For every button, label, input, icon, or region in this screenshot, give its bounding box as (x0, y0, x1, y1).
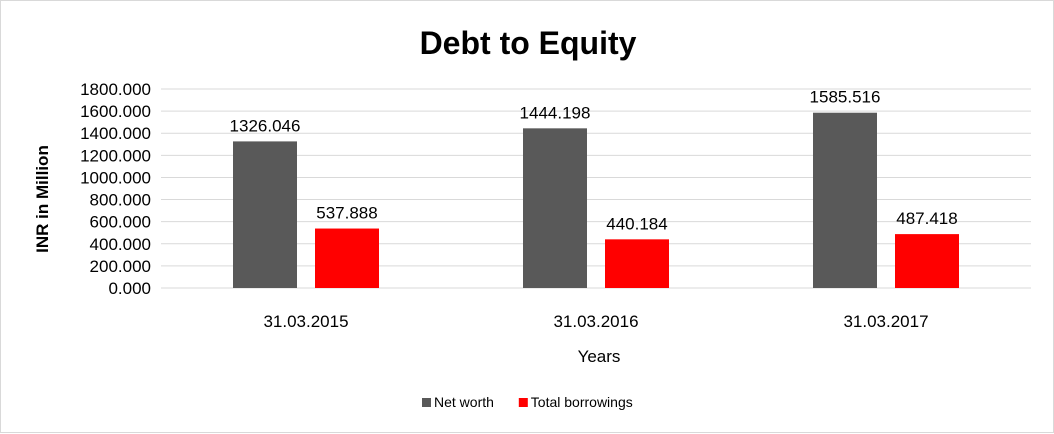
y-tick-label: 1400.000 (80, 124, 151, 143)
x-axis-ticks: 31.03.2015 31.03.2016 31.03.2017 (263, 312, 928, 331)
gridlines (161, 88, 1031, 289)
x-tick-label: 31.03.2015 (263, 312, 348, 331)
x-tick-label: 31.03.2017 (843, 312, 928, 331)
chart-title: Debt to Equity (420, 25, 637, 61)
data-label: 440.184 (606, 214, 667, 233)
legend-swatch (518, 398, 528, 407)
bar-total-borrowings (315, 228, 379, 288)
data-label: 1444.198 (520, 103, 591, 122)
y-axis-ticks: 0.000 200.000 400.000 600.000 800.000 1000.00… (80, 80, 151, 298)
data-label: 537.888 (316, 204, 377, 223)
legend: Net worth Total borrowings (422, 394, 633, 410)
y-tick-label: 600.000 (90, 213, 151, 232)
data-label: 1326.046 (230, 116, 301, 135)
x-axis-title: Years (578, 347, 621, 366)
legend-label: Net worth (434, 394, 494, 410)
legend-swatch (422, 398, 431, 407)
y-tick-label: 200.000 (90, 257, 151, 276)
data-labels: 1326.046 537.888 1444.198 440.184 1585.516 48… (230, 88, 958, 234)
bars (233, 112, 959, 288)
y-tick-label: 1800.000 (80, 80, 151, 99)
bar-net-worth (233, 141, 297, 288)
bar-total-borrowings (895, 234, 959, 288)
x-tick-label: 31.03.2016 (553, 312, 638, 331)
bar-net-worth (813, 112, 877, 288)
legend-item-total-borrowings: Total borrowings (518, 394, 633, 410)
legend-label: Total borrowings (531, 394, 633, 410)
bar-total-borrowings (605, 239, 669, 288)
y-tick-label: 0.000 (108, 279, 151, 298)
bar-net-worth (523, 128, 587, 288)
legend-item-net-worth: Net worth (422, 394, 494, 410)
y-tick-label: 400.000 (90, 235, 151, 254)
data-label: 487.418 (896, 209, 957, 228)
y-tick-label: 1200.000 (80, 146, 151, 165)
y-axis-title: INR in Million (33, 145, 52, 253)
y-tick-label: 800.000 (90, 191, 151, 210)
y-tick-label: 1000.000 (80, 168, 151, 187)
y-tick-label: 1600.000 (80, 102, 151, 121)
data-label: 1585.516 (810, 88, 881, 107)
